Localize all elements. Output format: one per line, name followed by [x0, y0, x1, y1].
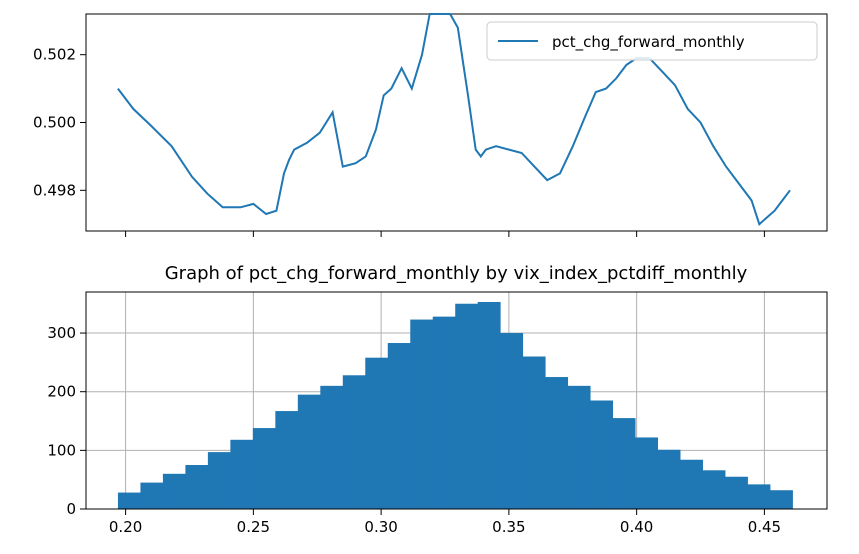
histogram-bar [680, 459, 703, 509]
histogram-bar [410, 319, 434, 509]
histogram: Graph of pct_chg_forward_monthly by vix_… [47, 263, 828, 536]
histogram-bars [117, 301, 793, 509]
histogram-bar [702, 470, 726, 509]
legend-label: pct_chg_forward_monthly [552, 33, 745, 52]
histogram-bar [140, 482, 164, 509]
histogram-bar [590, 400, 614, 509]
line-y-tick-label: 0.502 [33, 46, 76, 64]
histogram-bar [162, 473, 186, 509]
histogram-bar [207, 452, 231, 509]
histogram-bar [455, 303, 479, 509]
histogram-frame [85, 291, 828, 510]
histogram-bar [747, 484, 771, 509]
line-chart-x-axis [125, 231, 765, 237]
line-y-tick-label: 0.500 [33, 114, 76, 132]
histogram-bar [297, 394, 321, 509]
line-chart: 0.498 0.500 0.502 pct_chg_forward_monthly [33, 13, 828, 237]
histogram-bar [365, 357, 389, 509]
histogram-bar [275, 411, 299, 509]
histogram-bar [725, 476, 748, 509]
histogram-bar [117, 492, 141, 509]
hist-x-tick-label: 0.30 [364, 518, 397, 536]
histogram-bar [770, 490, 793, 509]
legend-box [486, 21, 818, 61]
histogram-bar [477, 301, 501, 509]
hist-x-tick-label: 0.35 [492, 518, 525, 536]
hist-y-tick-label: 100 [47, 441, 76, 459]
histogram-bar [252, 428, 276, 509]
hist-x-tick-label: 0.40 [620, 518, 653, 536]
histogram-bar [522, 356, 546, 509]
hist-x-tick-label: 0.45 [748, 518, 781, 536]
histogram-bar [545, 377, 569, 509]
hist-x-tick-label: 0.20 [109, 518, 142, 536]
histogram-bar [612, 418, 636, 509]
histogram-bar [185, 465, 209, 509]
line-y-tick-label: 0.498 [33, 181, 76, 199]
histogram-x-axis: 0.20 0.25 0.30 0.35 0.40 0.45 [109, 509, 781, 536]
hist-x-tick-label: 0.25 [237, 518, 270, 536]
line-chart-y-axis: 0.498 0.500 0.502 [33, 46, 86, 199]
hist-y-tick-label: 0 [66, 500, 76, 518]
histogram-bar [567, 385, 591, 509]
hist-y-tick-label: 300 [47, 324, 76, 342]
histogram-y-axis: 0 100 200 300 [47, 324, 86, 518]
histogram-bar [320, 385, 344, 509]
histogram-title: Graph of pct_chg_forward_monthly by vix_… [165, 263, 748, 284]
series-line-pct-chg-forward-monthly [117, 13, 791, 226]
histogram-bar [230, 439, 254, 509]
legend: pct_chg_forward_monthly [486, 21, 818, 61]
histogram-bar [635, 437, 658, 509]
histogram-bar [387, 343, 411, 509]
histogram-bar [657, 449, 681, 509]
histogram-bar [432, 316, 456, 509]
hist-y-tick-label: 200 [47, 383, 76, 401]
histogram-bar [500, 333, 524, 509]
histogram-bar [342, 375, 366, 509]
